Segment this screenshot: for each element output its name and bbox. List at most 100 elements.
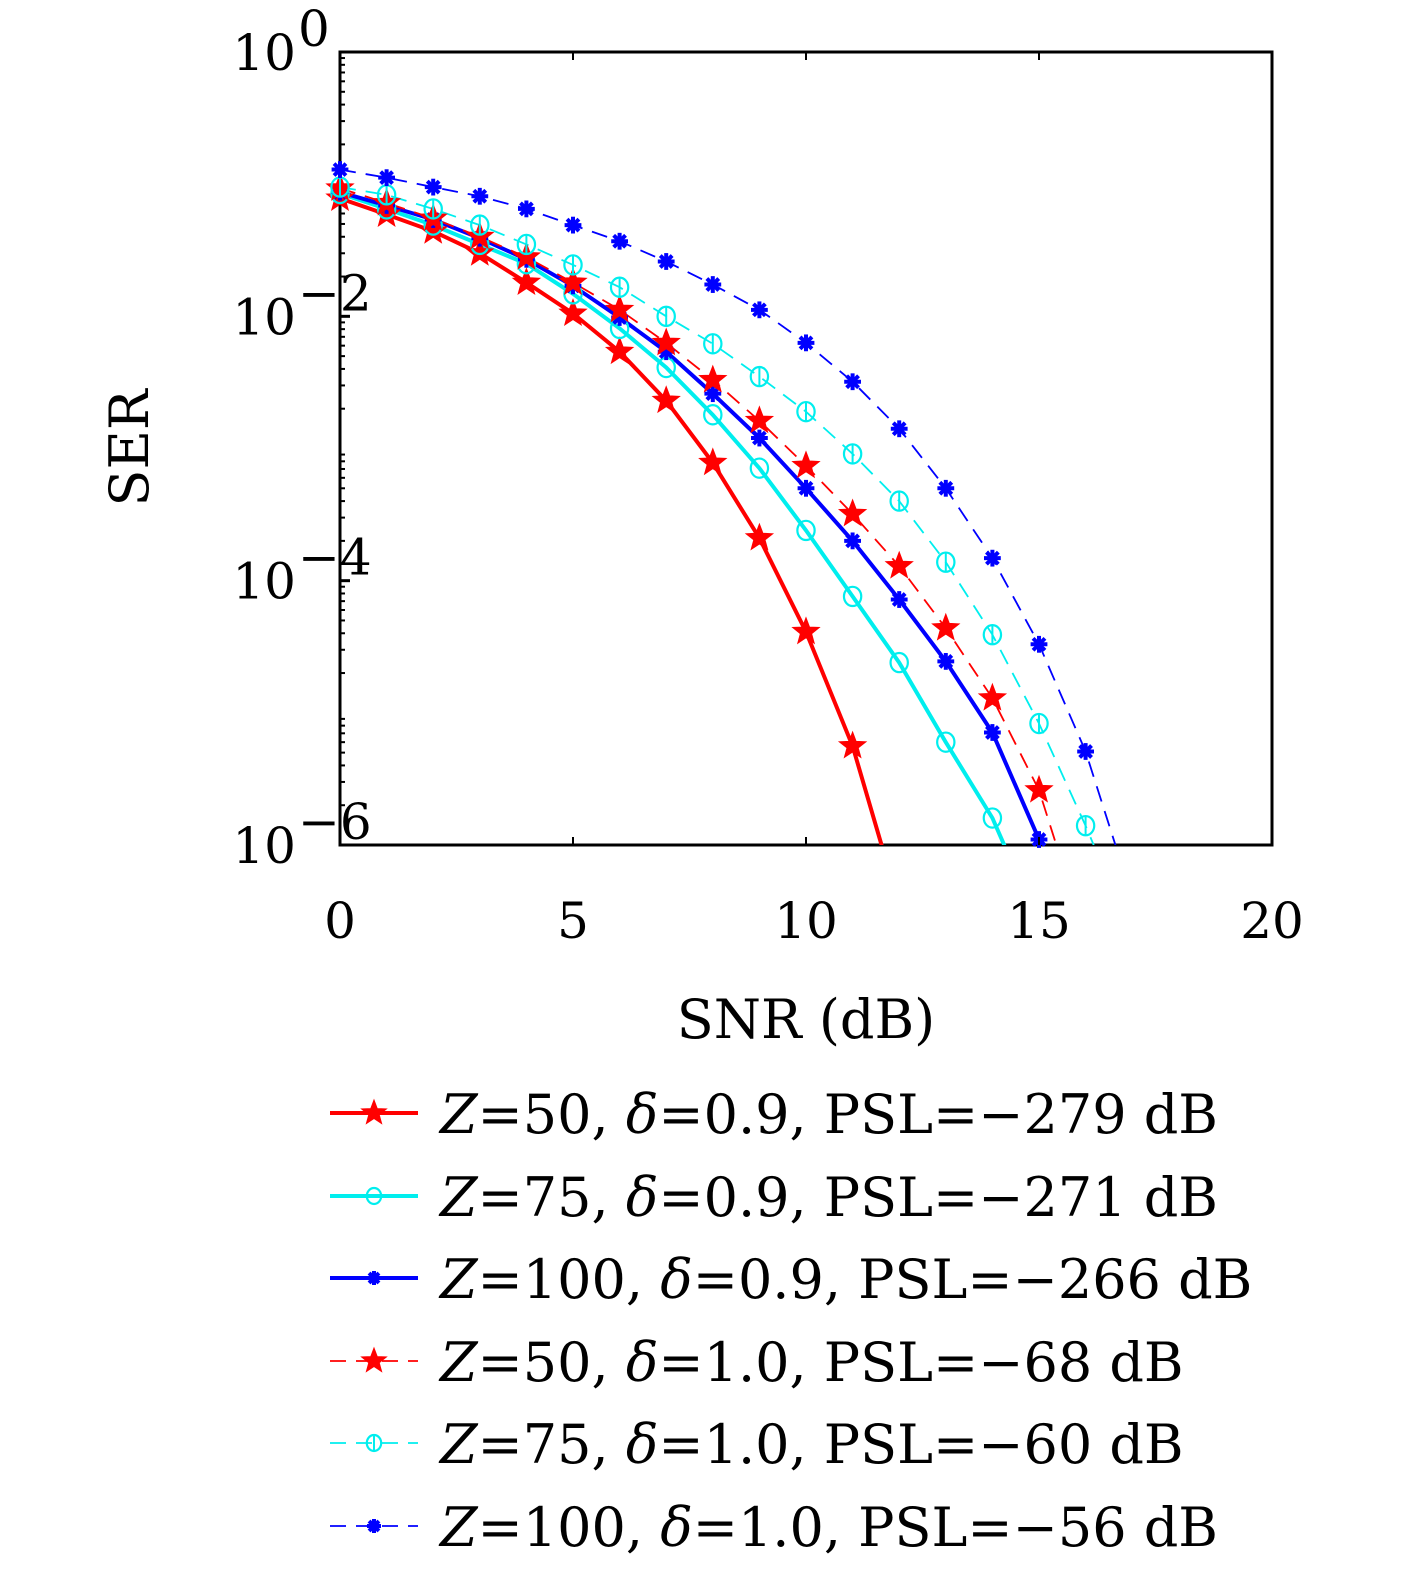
data-point bbox=[518, 200, 535, 218]
data-point bbox=[703, 404, 723, 426]
data-point bbox=[657, 253, 675, 270]
x-tick-label: 20 bbox=[1240, 892, 1304, 950]
data-point bbox=[984, 549, 1001, 567]
y-tick-label: 10 bbox=[232, 24, 296, 82]
data-point bbox=[937, 479, 955, 497]
data-point bbox=[424, 178, 442, 196]
data-point bbox=[1077, 743, 1094, 760]
y-tick-exponent: −4 bbox=[298, 529, 372, 587]
data-point bbox=[937, 652, 955, 670]
data-point bbox=[511, 267, 542, 296]
data-point bbox=[1029, 712, 1049, 735]
y-axis-title: SER bbox=[98, 388, 161, 506]
plot-frame bbox=[338, 50, 1274, 847]
legend-marker bbox=[367, 1519, 381, 1533]
data-point bbox=[884, 550, 914, 579]
legend-item: Z=50, δ=0.9, PSL=−279 dB bbox=[330, 1083, 1218, 1146]
legend-item: Z=50, δ=1.0, PSL=−68 dB bbox=[330, 1331, 1184, 1394]
legend-marker bbox=[360, 1346, 388, 1373]
data-point bbox=[558, 267, 588, 296]
data-point bbox=[604, 336, 635, 365]
data-point bbox=[749, 365, 770, 388]
data-point bbox=[796, 400, 816, 423]
legend-label: Z=50, δ=0.9, PSL=−279 dB bbox=[438, 1083, 1218, 1146]
data-point bbox=[791, 616, 821, 645]
data-point bbox=[931, 612, 961, 641]
data-point bbox=[611, 232, 628, 250]
plot-area bbox=[338, 50, 1274, 847]
series-line-2 bbox=[340, 191, 1007, 845]
data-point bbox=[842, 443, 863, 465]
legend-label: Z=100, δ=1.0, PSL=−56 dB bbox=[438, 1496, 1218, 1559]
data-point bbox=[984, 724, 1001, 741]
y-tick-label: 10 bbox=[232, 553, 296, 611]
data-point bbox=[604, 294, 635, 323]
data-point bbox=[744, 522, 775, 551]
data-point bbox=[563, 254, 583, 276]
data-point bbox=[465, 237, 495, 266]
data-point bbox=[516, 233, 537, 256]
y-tick-label: 10 bbox=[232, 288, 296, 346]
data-point bbox=[890, 420, 908, 438]
data-point bbox=[470, 214, 490, 236]
data-point bbox=[744, 405, 775, 434]
data-point bbox=[1024, 774, 1054, 803]
data-point bbox=[796, 519, 816, 542]
legend-item: Z=75, δ=0.9, PSL=−271 dB bbox=[330, 1166, 1218, 1229]
data-point bbox=[511, 241, 542, 270]
y-tick-exponent: −6 bbox=[298, 793, 372, 851]
data-point bbox=[889, 490, 909, 512]
legend-marker bbox=[367, 1271, 381, 1285]
legend-label: Z=100, δ=0.9, PSL=−266 dB bbox=[438, 1248, 1252, 1311]
data-point bbox=[842, 585, 863, 608]
y-tick-exponent: −2 bbox=[298, 264, 372, 322]
x-tick-label: 10 bbox=[774, 892, 838, 950]
data-point bbox=[751, 429, 768, 447]
legend-label: Z=50, δ=1.0, PSL=−68 dB bbox=[438, 1331, 1184, 1394]
legend-marker bbox=[365, 1186, 383, 1206]
x-tick-label: 0 bbox=[324, 892, 356, 950]
data-point bbox=[751, 301, 768, 319]
data-point bbox=[703, 333, 723, 355]
data-point bbox=[418, 215, 448, 244]
legend-item: Z=100, δ=1.0, PSL=−56 dB bbox=[330, 1496, 1218, 1559]
x-axis: 0 5 10 15 20 bbox=[324, 52, 1304, 950]
data-point bbox=[1075, 814, 1096, 837]
data-point bbox=[564, 216, 582, 234]
data-point bbox=[797, 479, 815, 497]
legend-marker bbox=[360, 1098, 388, 1125]
data-point bbox=[890, 591, 908, 608]
data-point bbox=[936, 551, 956, 573]
legend-label: Z=75, δ=0.9, PSL=−271 dB bbox=[438, 1166, 1218, 1229]
data-point bbox=[656, 305, 676, 328]
data-point bbox=[651, 327, 681, 356]
y-tick-exponent: 0 bbox=[298, 0, 330, 58]
marker-layer bbox=[325, 161, 1096, 848]
data-point bbox=[791, 450, 821, 479]
data-point bbox=[837, 498, 868, 527]
x-tick-label: 5 bbox=[557, 892, 589, 950]
data-point bbox=[471, 187, 489, 205]
data-point bbox=[609, 276, 630, 298]
data-point bbox=[936, 731, 956, 753]
data-point bbox=[378, 169, 395, 187]
data-point bbox=[797, 334, 815, 352]
data-point bbox=[977, 682, 1008, 711]
data-point bbox=[749, 457, 770, 479]
data-point bbox=[698, 364, 728, 393]
data-point bbox=[331, 161, 349, 178]
data-point bbox=[423, 198, 443, 220]
data-point bbox=[704, 276, 722, 293]
legend-item: Z=75, δ=1.0, PSL=−60 dB bbox=[330, 1413, 1184, 1476]
legend-item: Z=100, δ=0.9, PSL=−266 dB bbox=[330, 1248, 1252, 1311]
data-point bbox=[651, 385, 681, 414]
legend-marker bbox=[365, 1433, 383, 1453]
data-point bbox=[837, 730, 868, 759]
x-axis-title: SNR (dB) bbox=[677, 988, 935, 1051]
x-tick-label: 15 bbox=[1007, 892, 1071, 950]
data-point bbox=[889, 651, 909, 674]
legend-label: Z=75, δ=1.0, PSL=−60 dB bbox=[438, 1413, 1184, 1476]
y-tick-label: 10 bbox=[232, 817, 296, 875]
